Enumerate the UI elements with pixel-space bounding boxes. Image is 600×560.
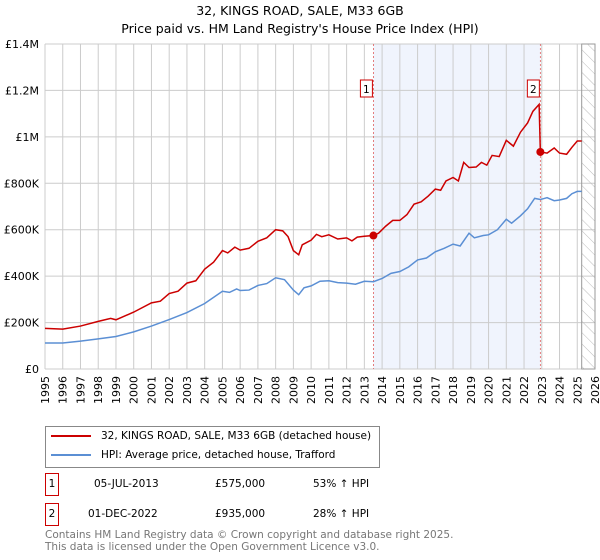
x-tick-label: 2023 — [536, 376, 549, 404]
legend-swatch-red — [51, 435, 91, 437]
sale-label: 2 — [530, 84, 537, 96]
legend: 32, KINGS ROAD, SALE, M33 6GB (detached … — [45, 426, 380, 468]
x-tick-label: 2002 — [163, 376, 176, 404]
y-tick-label: £600K — [4, 224, 40, 237]
x-tick-label: 1997 — [74, 376, 87, 404]
x-tick-label: 2010 — [305, 376, 318, 404]
x-tick-label: 1999 — [110, 376, 123, 404]
y-tick-label: £800K — [4, 177, 40, 190]
x-tick-label: 2017 — [429, 376, 442, 404]
x-tick-label: 1995 — [39, 376, 52, 404]
x-tick-label: 2005 — [216, 376, 229, 404]
x-tick-label: 2004 — [199, 376, 212, 404]
sale-delta: 28% ↑ HPI — [313, 508, 370, 520]
x-tick-label: 2013 — [358, 376, 371, 404]
chart-title: 32, KINGS ROAD, SALE, M33 6GB — [196, 3, 404, 18]
x-tick-label: 2003 — [181, 376, 194, 404]
forecast-hatch — [581, 43, 596, 370]
x-tick-label: 2018 — [447, 376, 460, 404]
x-tick-label: 2007 — [252, 376, 265, 404]
x-tick-label: 2011 — [323, 376, 336, 404]
y-tick-label: £1.2M — [5, 84, 39, 97]
x-tick-label: 2008 — [270, 376, 283, 404]
sale-label-box — [359, 79, 373, 98]
shaded-period — [373, 44, 541, 369]
x-tick-label: 2001 — [145, 376, 158, 404]
legend-item-hpi: HPI: Average price, detached house, Traf… — [51, 449, 335, 461]
x-tick-label: 2019 — [465, 376, 478, 404]
sale-marker-box: 1 — [45, 473, 59, 496]
legend-swatch-blue — [51, 454, 91, 456]
x-tick-label: 2009 — [287, 376, 300, 404]
series-line — [45, 190, 582, 344]
legend-label: 32, KINGS ROAD, SALE, M33 6GB (detached … — [101, 430, 372, 442]
sale-price: £575,000 — [215, 478, 266, 490]
x-tick-label: 1996 — [57, 376, 70, 404]
x-tick-label: 2000 — [128, 376, 141, 404]
legend-item-property: 32, KINGS ROAD, SALE, M33 6GB (detached … — [51, 430, 371, 442]
sale-delta: 53% ↑ HPI — [313, 478, 370, 490]
x-tick-label: 2021 — [500, 376, 513, 404]
x-tick-label: 2012 — [341, 376, 354, 404]
sale-label-box — [526, 79, 540, 98]
x-tick-label: 2014 — [376, 376, 389, 404]
x-tick-label: 2020 — [483, 376, 496, 404]
x-tick-label: 2025 — [571, 376, 584, 404]
y-tick-label: £400K — [4, 270, 40, 283]
plot-area: 1995 1996 1997 1998 1999 2000 2001 2002 2003 2004… — [4, 38, 600, 404]
sale-price: £935,000 — [215, 508, 266, 520]
y-tick-label: £1M — [16, 131, 40, 144]
chart-subtitle: Price paid vs. HM Land Registry's House … — [121, 21, 479, 36]
y-tick-label: £200K — [4, 317, 40, 330]
x-tick-label: 2016 — [412, 376, 425, 404]
sale-point — [369, 231, 378, 240]
sale-label: 1 — [363, 84, 370, 96]
y-tick-label: £0 — [25, 363, 39, 376]
footer-line-1: Contains HM Land Registry data © Crown c… — [45, 529, 454, 541]
x-tick-label: 2006 — [234, 376, 247, 404]
sale-marker-box: 2 — [45, 503, 59, 526]
x-tick-label: 2026 — [589, 376, 600, 404]
x-tick-label: 1998 — [92, 376, 105, 404]
x-tick-label: 2024 — [554, 376, 567, 404]
sale-date: 05-JUL-2013 — [94, 478, 159, 490]
sale-date: 01-DEC-2022 — [88, 508, 158, 520]
legend-label: HPI: Average price, detached house, Traf… — [101, 449, 336, 461]
y-tick-label: £1.4M — [5, 38, 39, 51]
sale-point — [536, 147, 545, 156]
footer-line-2: This data is licensed under the Open Gov… — [45, 541, 380, 553]
x-tick-label: 2022 — [518, 376, 531, 404]
series-line — [44, 102, 582, 330]
x-tick-label: 2015 — [394, 376, 407, 404]
